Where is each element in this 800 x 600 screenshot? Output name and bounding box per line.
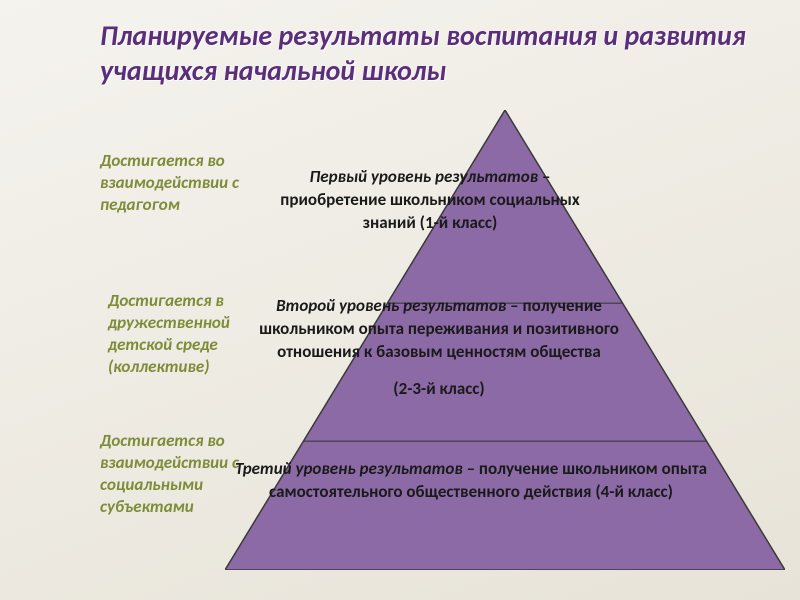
level-lead-0: Первый уровень результатов <box>310 166 539 187</box>
pyramid-level-0: Первый уровень результатов – приобретени… <box>280 166 580 235</box>
title-text: Планируемые результаты воспитания и разв… <box>100 18 746 88</box>
level-lead-1: Второй уровень результатов <box>276 295 506 316</box>
pyramid-level-2: Третий уровень результатов – получение ш… <box>222 458 720 504</box>
side-label-0: Достигается во взаимодействии с педагого… <box>100 150 270 216</box>
level-extra-1: (2-3-й класс) <box>250 378 628 401</box>
slide: Планируемые результаты воспитания и разв… <box>0 0 800 600</box>
pyramid-level-1: Второй уровень результатов – получение ш… <box>250 295 628 401</box>
level-lead-2: Третий уровень результатов <box>235 458 463 479</box>
page-title: Планируемые результаты воспитания и разв… <box>100 18 750 88</box>
